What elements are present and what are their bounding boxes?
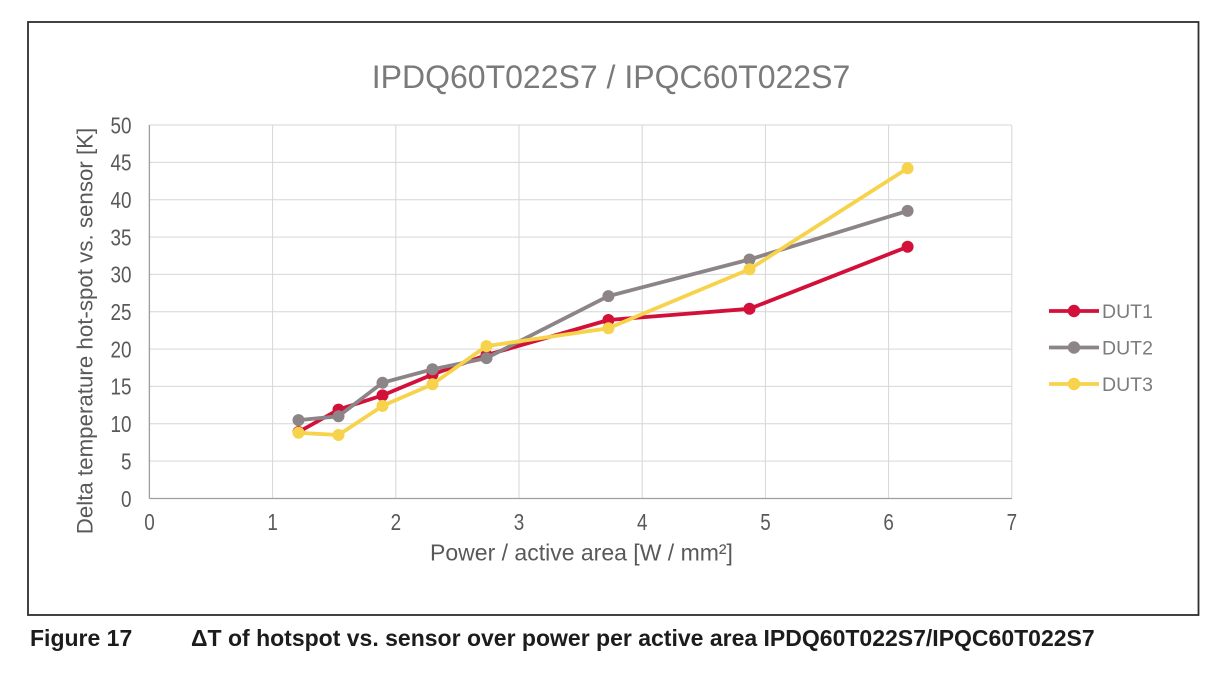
svg-text:2: 2	[391, 509, 402, 535]
svg-text:20: 20	[111, 336, 132, 362]
svg-text:10: 10	[111, 411, 132, 437]
svg-text:1: 1	[267, 509, 278, 535]
svg-text:7: 7	[1007, 509, 1018, 535]
svg-text:Figure 17: Figure 17	[30, 625, 132, 651]
svg-text:6: 6	[883, 509, 894, 535]
svg-text:DUT3: DUT3	[1102, 374, 1153, 396]
svg-text:5: 5	[760, 509, 771, 535]
svg-text:IPDQ60T022S7 / IPQC60T022S7: IPDQ60T022S7 / IPQC60T022S7	[372, 59, 850, 95]
svg-text:DUT2: DUT2	[1102, 337, 1153, 359]
svg-text:50: 50	[111, 112, 132, 138]
svg-text:15: 15	[111, 374, 132, 400]
svg-text:0: 0	[144, 509, 155, 535]
svg-text:40: 40	[111, 187, 132, 213]
svg-text:Power / active area [W / mm²]: Power / active area [W / mm²]	[430, 540, 733, 566]
svg-text:25: 25	[111, 299, 132, 325]
svg-text:5: 5	[121, 448, 132, 474]
svg-text:ΔT of hotspot vs. sensor over: ΔT of hotspot vs. sensor over power per …	[191, 625, 1095, 651]
svg-text:45: 45	[111, 150, 132, 176]
svg-text:DUT1: DUT1	[1102, 301, 1153, 323]
svg-text:4: 4	[637, 509, 648, 535]
svg-text:35: 35	[111, 224, 132, 250]
svg-text:30: 30	[111, 262, 132, 288]
svg-text:3: 3	[514, 509, 525, 535]
svg-text:Delta temperature hot-spot vs.: Delta temperature hot-spot vs. sensor [K…	[73, 128, 98, 534]
svg-text:0: 0	[121, 486, 132, 512]
